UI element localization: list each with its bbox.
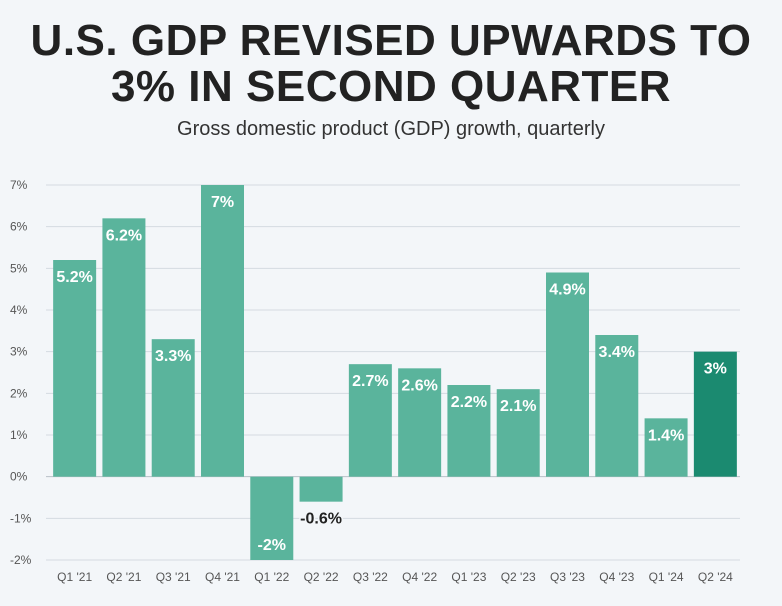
data-label: -2%: [258, 537, 286, 554]
data-label: 3.4%: [599, 344, 635, 361]
data-label: 1.4%: [648, 427, 684, 444]
y-tick-label: -2%: [10, 553, 32, 567]
bar: [348, 364, 392, 477]
y-tick-label: 7%: [10, 178, 28, 192]
x-tick-label: Q1 '24: [649, 570, 684, 584]
data-label: 5.2%: [56, 269, 92, 286]
bar: [299, 476, 343, 502]
bar: [644, 418, 688, 477]
y-tick-label: 6%: [10, 220, 28, 234]
bar: [102, 218, 146, 477]
data-label: 6.2%: [106, 227, 142, 244]
y-tick-label: 5%: [10, 261, 28, 275]
x-tick-label: Q3 '21: [156, 570, 191, 584]
data-label: 2.7%: [352, 373, 388, 390]
x-tick-label: Q2 '21: [106, 570, 141, 584]
bar: [398, 368, 442, 477]
x-tick-label: Q4 '21: [205, 570, 240, 584]
bar: [546, 272, 589, 477]
x-tick-label: Q3 '22: [353, 570, 388, 584]
data-label: -0.6%: [300, 511, 342, 528]
data-label: 2.6%: [401, 377, 437, 394]
x-tick-label: Q2 '22: [304, 570, 339, 584]
y-tick-label: 3%: [10, 345, 28, 359]
x-tick-label: Q4 '22: [402, 570, 437, 584]
x-tick-label: Q1 '21: [57, 570, 92, 584]
x-tick-label: Q2 '24: [698, 570, 733, 584]
data-label: 3%: [704, 361, 727, 378]
x-tick-label: Q4 '23: [599, 570, 634, 584]
x-tick-label: Q1 '22: [254, 570, 289, 584]
y-tick-label: 0%: [10, 470, 28, 484]
bar: [53, 260, 97, 477]
y-tick-label: 1%: [10, 428, 28, 442]
chart-title: U.S. GDP REVISED UPWARDS TO 3% IN SECOND…: [30, 16, 752, 111]
x-tick-label: Q3 '23: [550, 570, 585, 584]
bar: [201, 185, 244, 477]
data-label: 7%: [211, 194, 234, 211]
chart-subtitle: Gross domestic product (GDP) growth, qua…: [177, 118, 605, 140]
bar: [693, 351, 737, 477]
bar: [496, 389, 540, 477]
y-tick-label: 4%: [10, 303, 28, 317]
bar: [447, 385, 491, 477]
x-tick-label: Q1 '23: [451, 570, 486, 584]
y-tick-label: -1%: [10, 511, 32, 525]
data-label: 2.1%: [500, 398, 536, 415]
data-label: 2.2%: [451, 394, 487, 411]
data-label: 3.3%: [155, 348, 191, 365]
x-tick-label: Q2 '23: [501, 570, 536, 584]
bar: [595, 335, 639, 477]
data-label: 4.9%: [549, 282, 585, 299]
bar: [250, 476, 294, 560]
bar: [151, 339, 195, 477]
y-tick-label: 2%: [10, 386, 28, 400]
